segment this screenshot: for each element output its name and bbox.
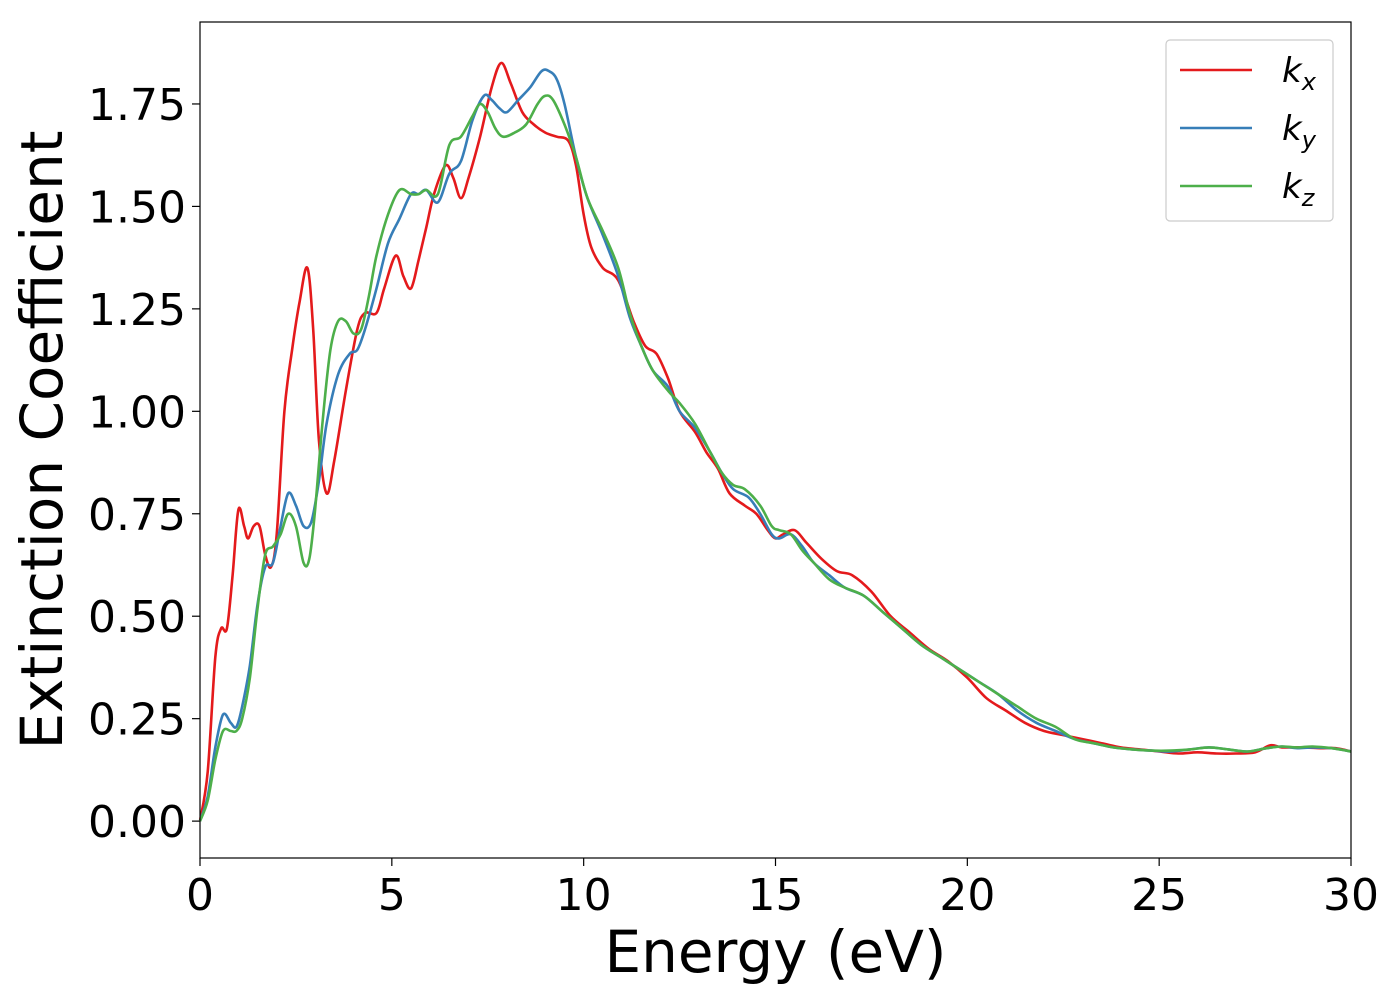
legend-label-subscript: x [1301,68,1317,96]
y-tick-label: 1.75 [88,80,186,131]
legend-label-kx: kx [1282,51,1317,96]
series-line-kz [198,94,1352,822]
x-tick-label: 25 [1131,870,1187,921]
x-tick-label: 5 [378,870,406,921]
legend-box [1165,39,1334,222]
x-tick-label: 10 [556,870,612,921]
ticks-layer: 0 5 10 15 20 25 30 0.00 0.25 0.50 0.75 1.00 1.25 1.50… [88,80,1379,921]
y-tick-label: 1.25 [88,285,186,336]
plot-frame [199,21,1352,859]
x-tick-label: 30 [1323,870,1379,921]
y-tick-label: 0.00 [88,797,186,848]
legend-label-ky: ky [1282,109,1317,154]
y-tick-label: 1.50 [88,182,186,233]
legend-label-subscript: z [1301,184,1316,212]
y-tick-label: 0.75 [88,490,186,541]
y-axis-label: Extinction Coefficient [8,131,76,750]
legend-label-base: k [1282,167,1303,207]
legend-label-kz: kz [1282,167,1316,212]
x-tick-label: 15 [748,870,804,921]
y-tick-label: 1.00 [88,387,186,438]
y-tick-label: 0.25 [88,695,186,746]
legend-label-base: k [1282,109,1303,149]
x-tick-label: 0 [186,870,214,921]
x-tick-label: 20 [939,870,995,921]
legend-label-base: k [1282,51,1303,91]
x-axis-label: Energy (eV) [604,918,946,986]
legend-label-subscript: y [1301,126,1317,154]
y-tick-label: 0.50 [88,592,186,643]
series-layer [198,61,1352,822]
